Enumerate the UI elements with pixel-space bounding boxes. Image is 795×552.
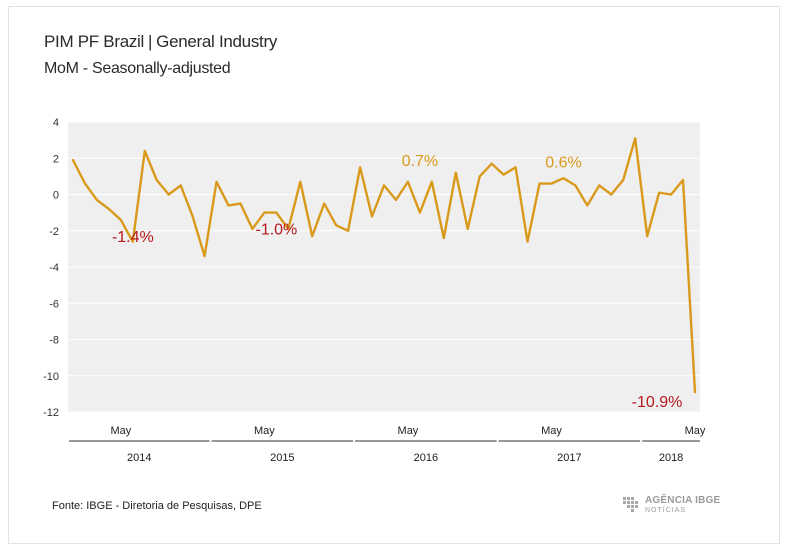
y-tick-label: -12: [43, 407, 59, 419]
logo-line-1: AGÊNCIA IBGE: [645, 495, 721, 506]
x-year-label: 2016: [414, 452, 438, 464]
x-month-label: May: [254, 425, 275, 437]
agencia-ibge-logo: AGÊNCIA IBGE NOTÍCIAS: [622, 496, 720, 514]
series-line: [71, 137, 697, 394]
chart-title: PIM PF Brazil | General Industry: [44, 32, 277, 52]
x-month-label: May: [110, 425, 131, 437]
data-annotation: 0.7%: [402, 153, 438, 170]
data-annotation: -1.4%: [112, 229, 154, 246]
y-tick-label: 4: [53, 117, 59, 129]
title-separator: |: [148, 32, 153, 51]
logo-line-2: NOTÍCIAS: [645, 507, 687, 514]
x-month-label: May: [541, 425, 562, 437]
source-note: Fonte: IBGE - Diretoria de Pesquisas, DP…: [52, 500, 262, 512]
x-year-label: 2014: [127, 452, 151, 464]
chart-subtitle: MoM - Seasonally-adjusted: [44, 60, 231, 77]
x-month-label: May: [685, 425, 706, 437]
y-tick-label: -2: [49, 226, 59, 238]
y-tick-label: -8: [49, 335, 59, 347]
y-tick-label: 2: [53, 153, 59, 165]
y-tick-label: 0: [53, 190, 59, 202]
x-month-label: May: [398, 425, 419, 437]
y-tick-label: -4: [49, 262, 59, 274]
x-year-label: 2015: [270, 452, 294, 464]
ibge-logo-icon: [623, 497, 638, 512]
y-tick-label: -6: [49, 298, 59, 310]
data-annotation: -1.0%: [255, 222, 297, 239]
data-annotation: 0.6%: [545, 155, 581, 172]
y-tick-label: -10: [43, 371, 59, 383]
data-annotation: -10.9%: [632, 394, 683, 411]
x-year-label: 2017: [557, 452, 581, 464]
title-rest: General Industry: [156, 32, 278, 51]
x-year-label: 2018: [659, 452, 683, 464]
title-main: PIM PF Brazil: [44, 32, 145, 51]
